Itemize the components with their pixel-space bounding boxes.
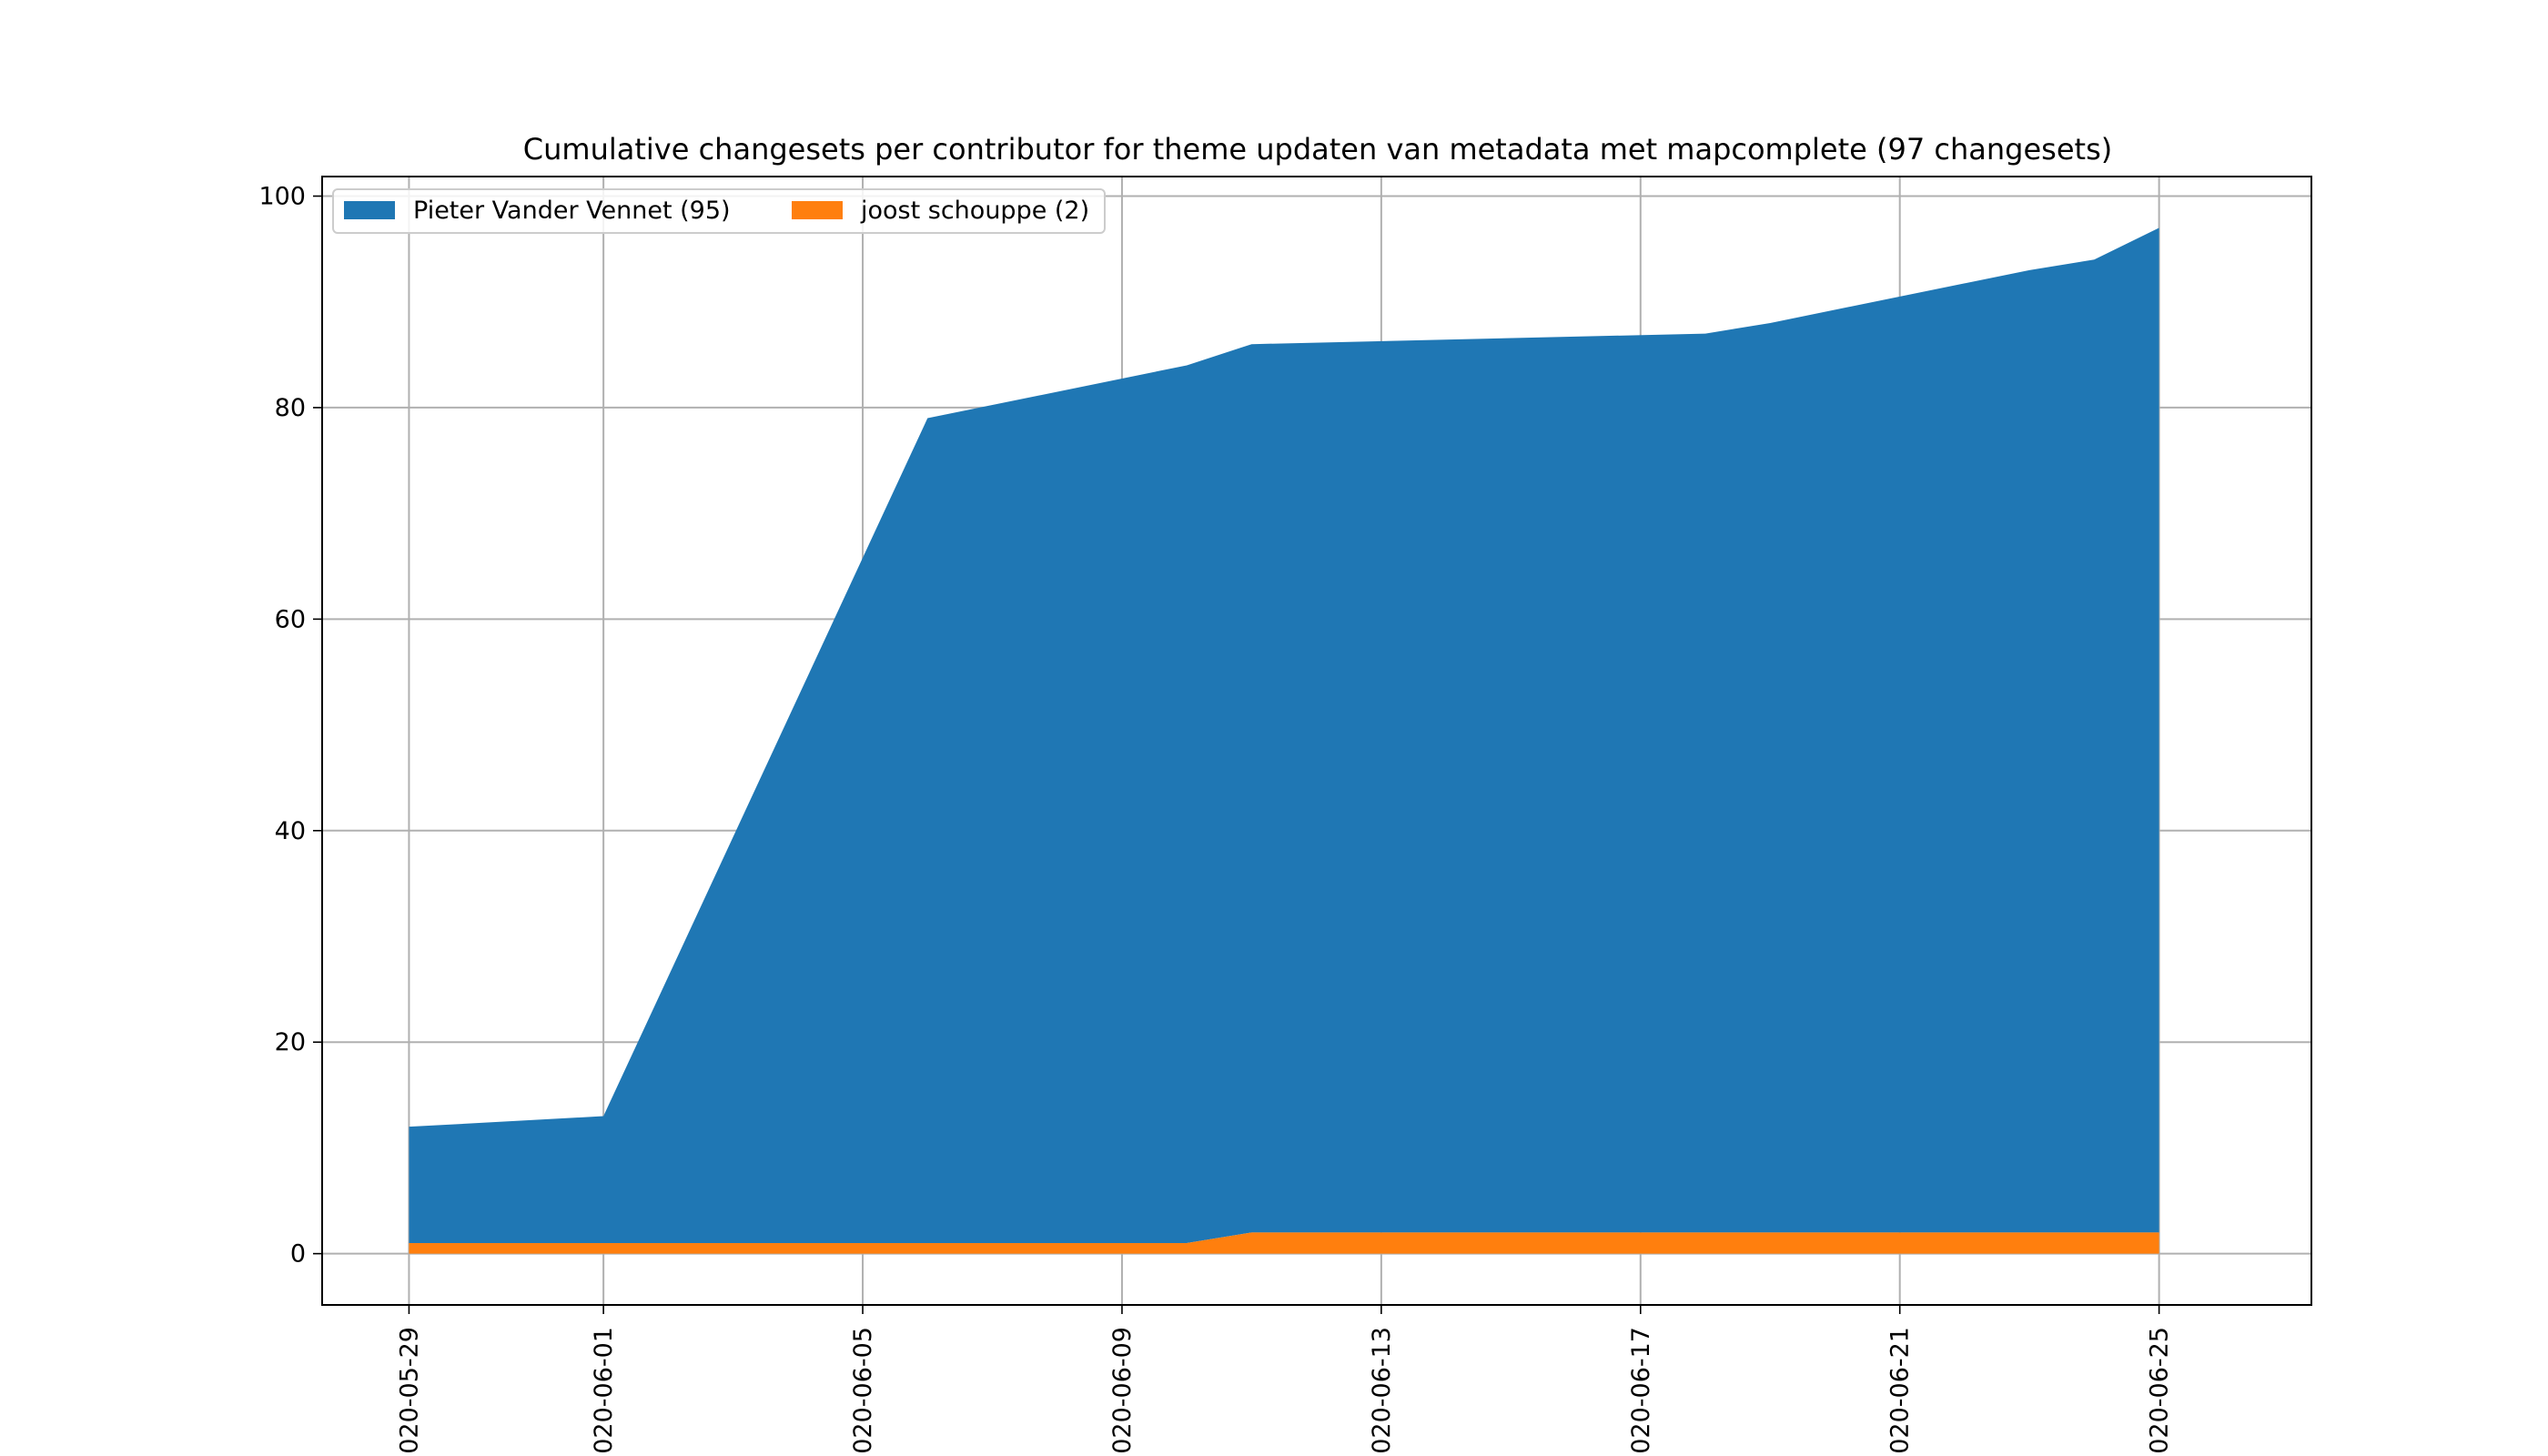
x-tick-label: 2020-06-09 [1108,1327,1137,1456]
legend-swatch-pieter [344,201,395,219]
x-tick-label: 2020-06-25 [2146,1327,2174,1456]
legend-box [332,188,1106,234]
area-joost-schouppe [409,1232,2159,1254]
x-tick-label: 2020-06-17 [1627,1327,1655,1456]
x-tick-label: 2020-05-29 [395,1327,423,1456]
axis-ticks: 0 20 40 60 80 100 2020-05-29 2020-06-01 2020-06-… [258,182,2173,1456]
y-tick-label: 80 [275,394,306,422]
legend-swatch-joost [792,201,843,219]
legend-label-joost: joost schouppe (2) [860,197,1089,225]
x-tick-label: 2020-06-13 [1368,1327,1396,1456]
area-pieter-vander-vennet [409,228,2159,1244]
legend: Pieter Vander Vennet (95) joost schouppe… [332,188,1106,234]
y-tick-label: 100 [258,182,306,210]
plot-frame [321,176,2312,1306]
x-tick-label: 2020-06-21 [1886,1327,1915,1456]
y-tick-label: 20 [275,1028,306,1057]
legend-label-pieter: Pieter Vander Vennet (95) [413,197,731,225]
y-tick-label: 0 [290,1240,306,1269]
plot-areas [409,228,2159,1254]
y-tick-label: 40 [275,817,306,845]
y-tick-label: 60 [275,605,306,633]
x-tick-label: 2020-06-01 [590,1327,618,1456]
x-tick-label: 2020-06-05 [849,1327,877,1456]
chart-title: Cumulative changesets per contributor fo… [523,132,2112,167]
